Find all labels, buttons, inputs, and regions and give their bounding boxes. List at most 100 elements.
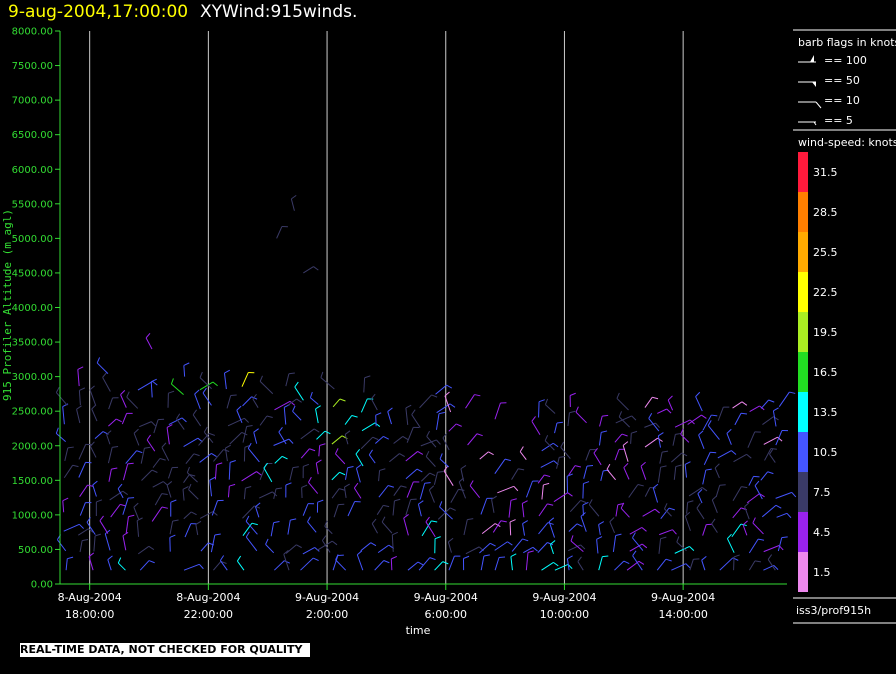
wind-barb bbox=[371, 518, 378, 534]
wind-barb bbox=[283, 550, 290, 571]
wind-barb bbox=[343, 483, 350, 498]
wind-barb bbox=[273, 438, 294, 446]
wind-barb bbox=[754, 480, 763, 500]
wind-barb bbox=[567, 410, 576, 427]
wind-barb bbox=[122, 462, 134, 481]
wind-barb bbox=[316, 540, 338, 551]
wind-barb bbox=[183, 511, 197, 520]
wind-barb bbox=[428, 485, 435, 503]
wind-barb bbox=[274, 455, 288, 464]
wind-barb bbox=[109, 490, 128, 501]
wind-barb bbox=[63, 464, 79, 479]
wind-barb bbox=[183, 563, 204, 571]
speed-level-label: 13.5 bbox=[813, 406, 838, 419]
speed-color-swatch bbox=[798, 192, 808, 232]
wind-barb bbox=[242, 425, 253, 443]
wind-barb bbox=[614, 433, 628, 443]
wind-barb bbox=[548, 517, 555, 538]
wind-barb bbox=[419, 482, 431, 500]
wind-barb bbox=[79, 502, 92, 516]
wind-barb bbox=[658, 536, 667, 554]
wind-barb bbox=[55, 386, 68, 406]
wind-barb bbox=[695, 391, 703, 412]
speed-color-swatch bbox=[798, 472, 808, 512]
wind-barb bbox=[344, 415, 358, 425]
wind-barb bbox=[292, 405, 302, 421]
wind-barb bbox=[537, 542, 554, 553]
wind-barb bbox=[734, 412, 748, 426]
wind-barb bbox=[169, 534, 176, 552]
wind-barb bbox=[525, 480, 539, 498]
wind-barb bbox=[403, 514, 409, 536]
wind-barb bbox=[566, 473, 573, 493]
y-tick-label: 4500.00 bbox=[12, 268, 53, 279]
wind-barb bbox=[78, 443, 92, 460]
wind-barb bbox=[671, 452, 688, 463]
wind-barb bbox=[420, 472, 436, 482]
wind-barb bbox=[378, 485, 395, 498]
wind-barb bbox=[577, 556, 584, 571]
wind-barb bbox=[223, 369, 231, 390]
wind-barb bbox=[531, 416, 541, 436]
speed-level-label: 31.5 bbox=[813, 166, 838, 179]
wind-barb bbox=[467, 433, 483, 446]
wind-barb bbox=[389, 453, 405, 463]
wind-barb bbox=[294, 381, 304, 401]
wind-barb bbox=[392, 498, 401, 516]
wind-barb bbox=[360, 542, 377, 552]
speed-color-swatch bbox=[798, 312, 808, 352]
wind-barb bbox=[108, 467, 118, 482]
wind-barb bbox=[549, 540, 556, 554]
wind-barb bbox=[202, 387, 212, 406]
wind-barb bbox=[732, 401, 748, 409]
wind-barb bbox=[390, 555, 397, 571]
wind-barb bbox=[259, 415, 273, 426]
wind-barb bbox=[62, 497, 69, 513]
wind-barb bbox=[273, 487, 283, 500]
wind-barb bbox=[406, 481, 420, 498]
y-tick-label: 6500.00 bbox=[12, 130, 53, 141]
wind-barb bbox=[656, 558, 672, 571]
wind-barb bbox=[76, 405, 82, 424]
wind-barb bbox=[588, 499, 600, 517]
y-tick-label: 3000.00 bbox=[12, 372, 53, 383]
barb-legend-label: == 10 bbox=[824, 94, 860, 107]
wind-barb bbox=[622, 441, 629, 462]
wind-barb bbox=[761, 504, 782, 518]
wind-barb bbox=[612, 533, 622, 553]
wind-barb bbox=[538, 503, 554, 517]
wind-barb bbox=[360, 398, 374, 413]
wind-barb bbox=[199, 371, 212, 390]
wind-barb bbox=[714, 463, 720, 479]
wind-barb bbox=[497, 485, 519, 494]
wind-barb bbox=[245, 531, 258, 552]
wind-barb bbox=[110, 503, 127, 518]
wind-barb bbox=[674, 419, 695, 428]
wind-barb bbox=[620, 502, 630, 518]
y-tick-label: 6000.00 bbox=[12, 165, 53, 176]
wind-barb bbox=[199, 452, 217, 463]
wind-barb bbox=[544, 435, 555, 451]
wind-barb bbox=[393, 436, 409, 444]
wind-barb bbox=[435, 411, 445, 430]
wind-barb bbox=[120, 390, 127, 408]
wind-barb bbox=[684, 461, 691, 478]
wind-barb bbox=[355, 464, 362, 483]
wind-barb bbox=[64, 446, 74, 461]
wind-barb bbox=[703, 451, 717, 466]
wind-barb bbox=[671, 563, 691, 571]
barb-legend-label: == 100 bbox=[824, 54, 867, 67]
barb-legend-title: barb flags in knots bbox=[798, 36, 896, 49]
wind-barb bbox=[726, 533, 735, 553]
wind-barb bbox=[600, 469, 610, 481]
wind-barb bbox=[433, 470, 444, 485]
wind-barb bbox=[659, 450, 669, 464]
wind-barb bbox=[582, 501, 589, 516]
wind-barbs bbox=[55, 194, 797, 571]
wind-barb bbox=[378, 468, 386, 482]
wind-barb bbox=[153, 418, 165, 434]
wind-barb bbox=[122, 497, 135, 515]
wind-barb bbox=[442, 433, 450, 451]
wind-barb bbox=[300, 428, 320, 440]
wind-barb bbox=[567, 544, 586, 552]
